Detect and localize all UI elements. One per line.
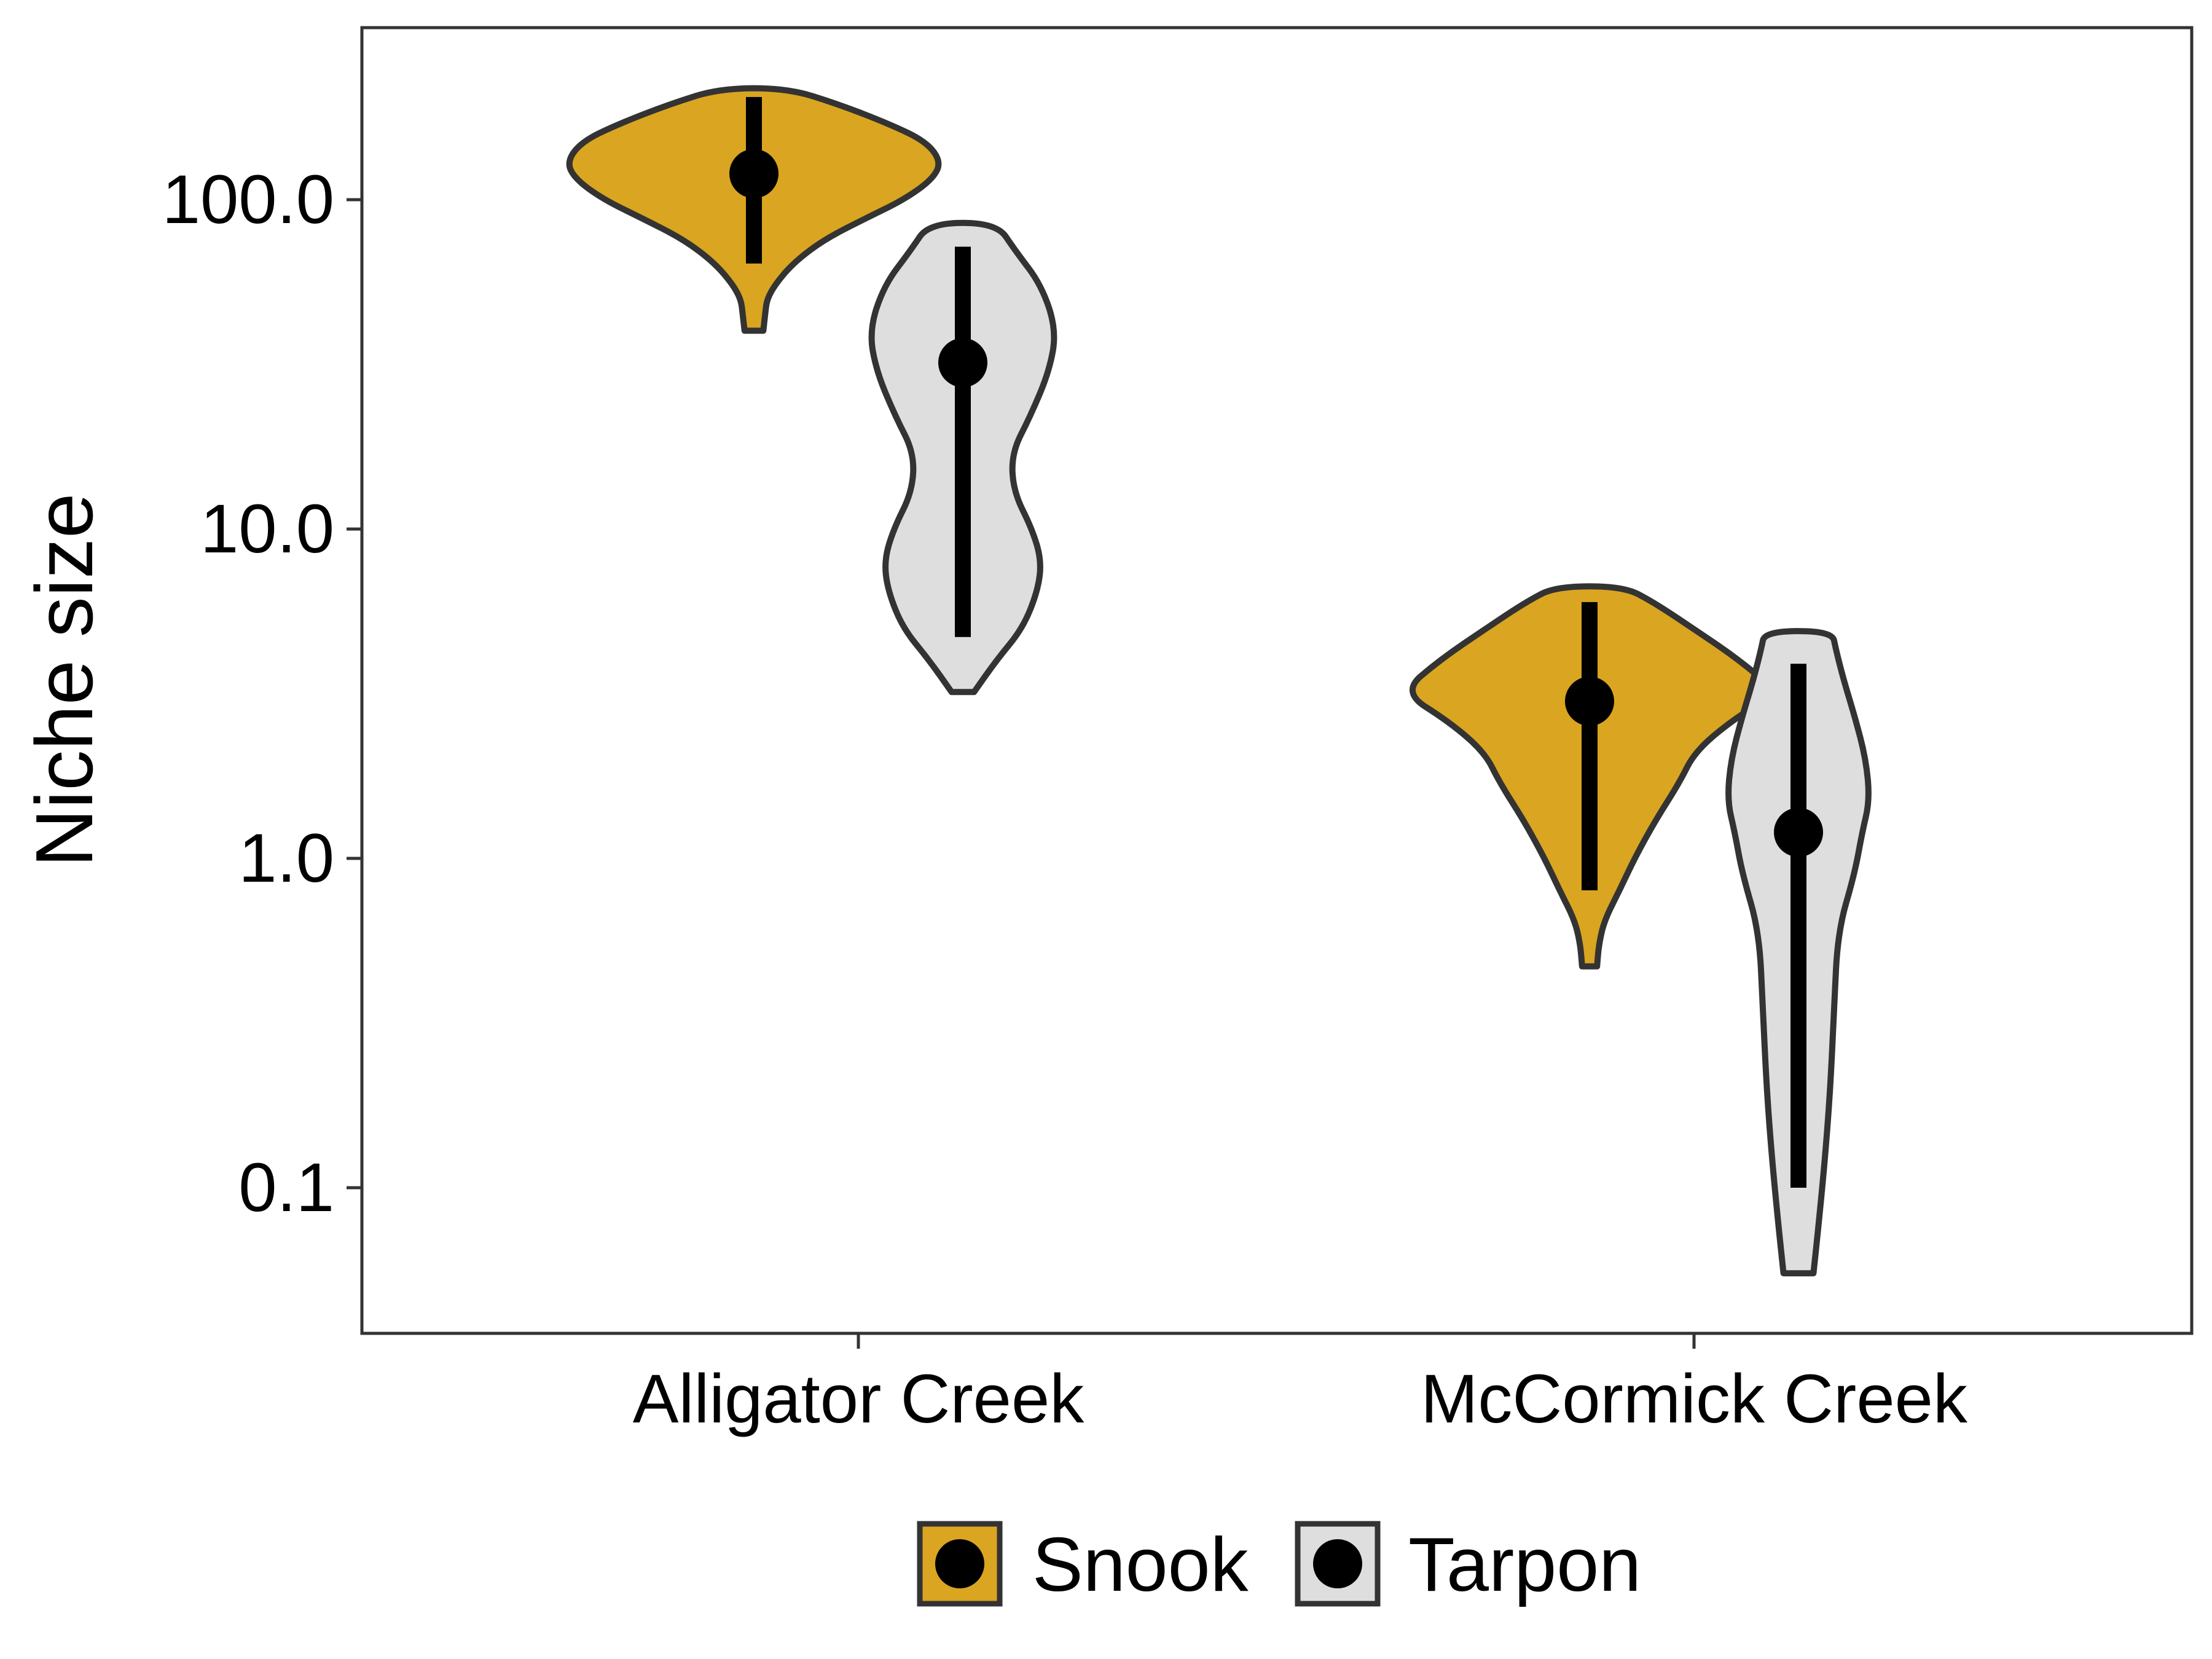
y-axis-title: Niche size: [19, 493, 109, 868]
y-axis: 0.1 1.0 10.0 100.0: [162, 161, 362, 1226]
x-axis: Alligator Creek McCormick Creek: [633, 1333, 1968, 1437]
plot-panel: [360, 26, 2194, 1335]
y-tick-label: 10.0: [200, 490, 334, 567]
x-tick-label: Alligator Creek: [633, 1360, 1085, 1437]
median-point: [729, 149, 779, 198]
legend-label-tarpon: Tarpon: [1408, 1523, 1641, 1607]
legend-key-dot: [935, 1539, 984, 1588]
y-tick-label: 100.0: [162, 161, 334, 238]
ranges-layer: [729, 96, 1823, 1188]
median-point: [1565, 677, 1614, 726]
y-tick-label: 0.1: [238, 1149, 334, 1226]
median-point: [938, 338, 987, 388]
x-tick-label: McCormick Creek: [1421, 1360, 1968, 1437]
median-point: [1774, 807, 1823, 857]
legend-label-snook: Snook: [1032, 1523, 1249, 1607]
legend: Snook Tarpon: [917, 1521, 1641, 1607]
y-tick-label: 1.0: [238, 820, 334, 896]
legend-key-dot: [1313, 1539, 1362, 1588]
